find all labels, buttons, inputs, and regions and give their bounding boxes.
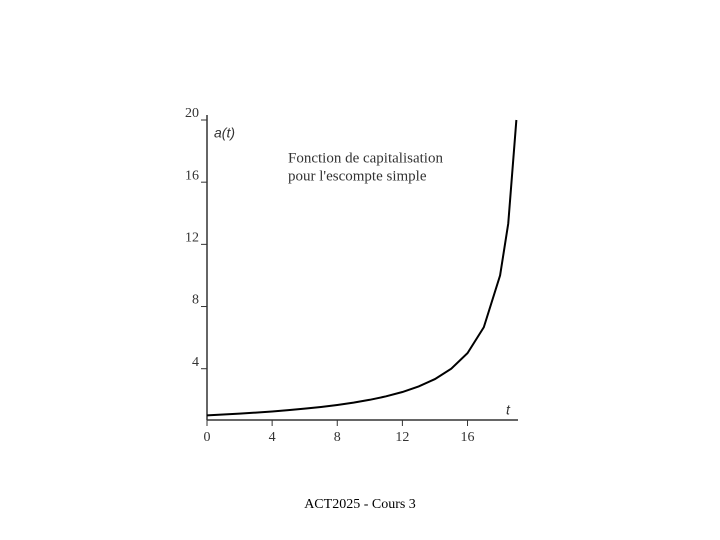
y-tick-label: 8 [192,293,199,308]
annotation: Fonction de capitalisation [288,150,443,166]
annotation: pour l'escompte simple [288,168,427,184]
curve [206,119,518,417]
x-tick-label: 12 [395,430,409,445]
x-tick-label: 8 [334,430,341,445]
x-tick-label: 4 [269,430,276,445]
x-tick-label: 0 [204,430,211,445]
x-axis-label: t [506,402,511,418]
y-tick-label: 4 [192,355,199,370]
y-tick-label: 12 [185,231,199,246]
y-tick-label: 20 [185,106,199,121]
y-tick-label: 16 [185,168,199,183]
x-tick-label: 16 [461,430,475,445]
y-axis-label: a(t) [214,125,235,141]
footer: ACT2025 - Cours 3 [304,497,416,512]
